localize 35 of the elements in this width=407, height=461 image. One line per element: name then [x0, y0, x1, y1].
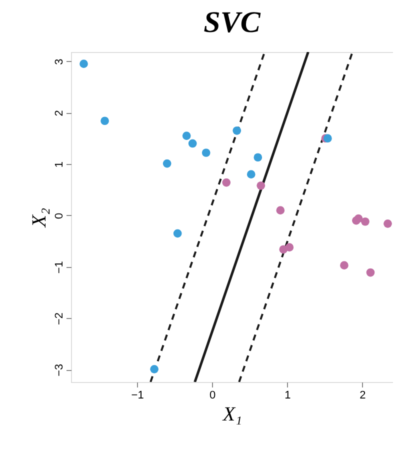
- x-tick-label: −1: [131, 390, 144, 402]
- point: [285, 243, 294, 252]
- point: [354, 214, 363, 223]
- x-tick-label: 1: [284, 390, 291, 402]
- point: [324, 134, 332, 143]
- x-axis-title: X₁: [222, 404, 242, 426]
- y-tick-label: −1: [54, 261, 66, 274]
- point: [246, 170, 256, 179]
- point: [202, 148, 210, 157]
- point: [100, 116, 109, 126]
- point: [276, 206, 285, 214]
- y-tick-label: −3: [54, 364, 66, 376]
- y-tick-label: 0: [54, 212, 66, 220]
- point: [384, 220, 392, 228]
- y-axis-title: X₂: [28, 208, 50, 228]
- point: [150, 364, 158, 374]
- x-tick-label: 2: [360, 390, 366, 402]
- chart-title: SVC: [204, 6, 262, 39]
- point: [222, 178, 231, 187]
- point: [162, 159, 172, 168]
- y-tick-label: 1: [54, 161, 66, 168]
- point: [188, 139, 197, 148]
- point: [361, 217, 370, 226]
- point: [256, 181, 266, 190]
- y-tick-label: −2: [54, 312, 66, 326]
- point: [232, 126, 242, 135]
- point: [254, 153, 262, 162]
- x-tick-label: 0: [210, 390, 216, 402]
- y-tick-label: 3: [54, 58, 66, 65]
- point: [366, 268, 375, 277]
- point: [173, 229, 182, 238]
- point: [340, 261, 348, 270]
- point: [80, 60, 88, 68]
- y-tick-label: 2: [54, 110, 66, 116]
- point: [182, 132, 191, 140]
